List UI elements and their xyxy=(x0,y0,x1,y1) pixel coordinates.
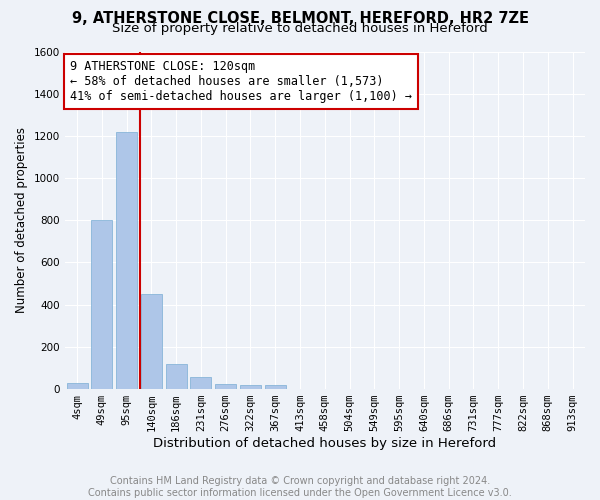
Bar xyxy=(240,385,261,389)
Bar xyxy=(67,383,88,389)
X-axis label: Distribution of detached houses by size in Hereford: Distribution of detached houses by size … xyxy=(153,437,496,450)
Bar xyxy=(166,364,187,389)
Bar xyxy=(265,385,286,389)
Text: 9 ATHERSTONE CLOSE: 120sqm
← 58% of detached houses are smaller (1,573)
41% of s: 9 ATHERSTONE CLOSE: 120sqm ← 58% of deta… xyxy=(70,60,412,103)
Text: Contains HM Land Registry data © Crown copyright and database right 2024.
Contai: Contains HM Land Registry data © Crown c… xyxy=(88,476,512,498)
Bar xyxy=(190,378,211,389)
Text: Size of property relative to detached houses in Hereford: Size of property relative to detached ho… xyxy=(112,22,488,35)
Text: 9, ATHERSTONE CLOSE, BELMONT, HEREFORD, HR2 7ZE: 9, ATHERSTONE CLOSE, BELMONT, HEREFORD, … xyxy=(71,11,529,26)
Bar xyxy=(116,132,137,389)
Bar xyxy=(141,294,162,389)
Bar xyxy=(91,220,112,389)
Bar xyxy=(215,384,236,389)
Y-axis label: Number of detached properties: Number of detached properties xyxy=(15,128,28,314)
